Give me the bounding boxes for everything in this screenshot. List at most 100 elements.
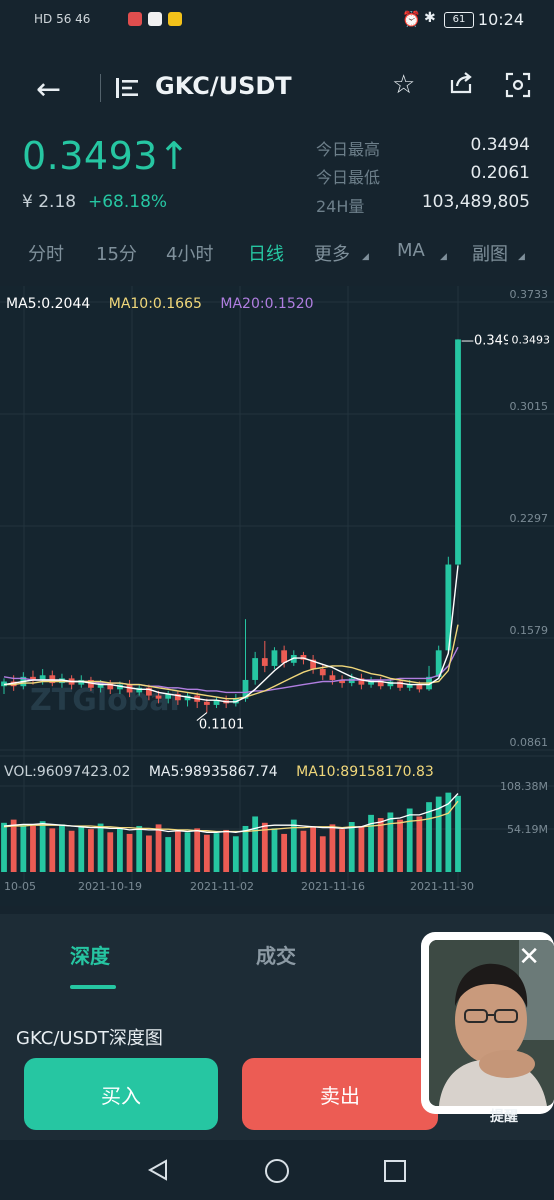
buy-button[interactable]: 买入 bbox=[24, 1058, 218, 1130]
volume-bar bbox=[397, 819, 403, 872]
bluetooth-icon: ✱ bbox=[424, 10, 436, 26]
volume-bar bbox=[165, 837, 172, 872]
volume-bar bbox=[78, 826, 85, 872]
last-price-tag-bg bbox=[508, 331, 552, 347]
tab-sub-chart-dropdown-icon: ◢ bbox=[518, 252, 525, 262]
volume-bar bbox=[126, 833, 133, 872]
tab-4hour[interactable]: 4小时 bbox=[166, 244, 214, 265]
favorite-star-icon[interactable]: ☆ bbox=[392, 70, 416, 100]
volume-bar bbox=[416, 816, 423, 872]
nav-back-icon[interactable] bbox=[146, 1158, 170, 1182]
volume-bar bbox=[261, 822, 268, 872]
volume-bar bbox=[203, 834, 210, 872]
candle-body bbox=[59, 678, 65, 684]
share-icon[interactable] bbox=[448, 70, 474, 96]
active-tab-indicator bbox=[70, 985, 116, 989]
screenshot-icon[interactable] bbox=[505, 72, 531, 98]
kline-chart[interactable]: 0.3733 0.3015 0.2297 0.1579 0.0861 ZTGlobal —0… bbox=[0, 286, 554, 906]
low-price-pointer bbox=[196, 712, 208, 721]
stat-label-volume: 24H量 bbox=[316, 197, 365, 216]
high-price-label: —0.3494 bbox=[461, 333, 520, 348]
volume-legend: VOL:96097423.02 MA5:98935867.74 MA10:891… bbox=[4, 764, 434, 780]
ma20-label: MA20:0.1520 bbox=[220, 296, 314, 312]
back-arrow-icon[interactable]: ← bbox=[36, 72, 62, 107]
y-tick-label: 0.3733 bbox=[510, 288, 549, 301]
volume-bar bbox=[136, 825, 143, 872]
y-tick-label: 0.3015 bbox=[510, 400, 549, 413]
depth-chart-title: GKC/USDT深度图 bbox=[16, 1028, 163, 1049]
volume-bar bbox=[184, 832, 191, 872]
volume-bar bbox=[406, 808, 413, 872]
volume-bar bbox=[232, 836, 239, 872]
volume-bar bbox=[310, 826, 317, 872]
tab-sub-chart[interactable]: 副图 bbox=[472, 244, 508, 265]
volume-bar bbox=[213, 833, 220, 872]
app-notification-icon bbox=[168, 12, 182, 26]
stat-label-low: 今日最低 bbox=[316, 168, 381, 187]
tab-ma[interactable]: MA bbox=[397, 240, 425, 261]
video-feed bbox=[429, 940, 554, 1106]
volume-bar bbox=[387, 812, 394, 872]
candle-body bbox=[136, 687, 143, 693]
candle-body bbox=[406, 684, 413, 688]
nav-home-icon[interactable] bbox=[264, 1158, 290, 1184]
network-indicator: HD 56 46 bbox=[34, 12, 91, 26]
floating-video-window[interactable]: ✕ bbox=[421, 932, 554, 1114]
low-price-label: 0.1101 bbox=[199, 718, 245, 733]
candle-body bbox=[416, 684, 423, 690]
candle-body bbox=[310, 659, 317, 670]
candle-body bbox=[358, 678, 365, 685]
candle-body bbox=[242, 679, 249, 699]
candle-body bbox=[30, 676, 36, 680]
volume-bar bbox=[223, 829, 230, 872]
tab-more[interactable]: 更多 bbox=[314, 244, 350, 265]
kline-chart-canvas: 0.3733 0.3015 0.2297 0.1579 0.0861 ZTGlobal —0… bbox=[0, 286, 554, 893]
header: ← GKC/USDT ☆ bbox=[0, 52, 554, 122]
candle-body bbox=[145, 687, 152, 696]
volume-bar bbox=[59, 824, 65, 872]
stat-label-high: 今日最高 bbox=[316, 140, 381, 159]
candle-body bbox=[445, 564, 452, 651]
candle-body bbox=[339, 679, 345, 684]
candle-body bbox=[126, 684, 133, 693]
nav-recents-icon[interactable] bbox=[384, 1160, 406, 1182]
vol-ma5-label: MA5:98935867.74 bbox=[148, 764, 278, 780]
candle-body bbox=[261, 658, 268, 666]
x-tick-label: 2021-11-30 bbox=[410, 880, 474, 893]
volume-bar bbox=[49, 828, 56, 872]
cny-price: ¥ 2.18 bbox=[22, 192, 77, 212]
ma5-line bbox=[3, 565, 459, 703]
remind-label: 提醒 bbox=[490, 1109, 518, 1125]
candle-body bbox=[377, 679, 384, 687]
candle-body bbox=[49, 675, 56, 684]
close-icon[interactable]: ✕ bbox=[518, 942, 540, 972]
candle-body bbox=[213, 700, 220, 705]
candle-body bbox=[107, 683, 114, 690]
status-time: 10:24 bbox=[477, 10, 524, 29]
candle-body bbox=[455, 339, 461, 565]
volume-bar bbox=[88, 829, 94, 872]
sell-button[interactable]: 卖出 bbox=[242, 1058, 438, 1130]
candle-body bbox=[117, 684, 123, 690]
tab-daily[interactable]: 日线 bbox=[248, 244, 284, 265]
market-list-icon[interactable] bbox=[116, 78, 140, 98]
candle-body bbox=[281, 650, 288, 663]
tab-timeline[interactable]: 分时 bbox=[28, 244, 64, 265]
candle-body bbox=[174, 694, 181, 701]
tab-15min[interactable]: 15分 bbox=[96, 244, 137, 265]
volume-bar bbox=[281, 833, 288, 872]
candle-body bbox=[165, 694, 172, 699]
volume-bar bbox=[68, 830, 75, 872]
volume-bar bbox=[445, 792, 452, 872]
stat-value-volume: 103,489,805 bbox=[421, 192, 530, 212]
tab-trades[interactable]: 成交 bbox=[256, 944, 296, 968]
battery-icon: 61 bbox=[444, 12, 474, 28]
volume-bar bbox=[368, 814, 374, 872]
header-divider bbox=[100, 74, 101, 102]
vol-label: VOL:96097423.02 bbox=[4, 764, 131, 780]
pair-title: GKC/USDT bbox=[155, 72, 292, 100]
volume-bar bbox=[271, 828, 278, 872]
last-price-label: 0.3493 bbox=[512, 333, 551, 346]
volume-bar bbox=[39, 821, 46, 872]
tab-depth[interactable]: 深度 bbox=[70, 944, 110, 968]
